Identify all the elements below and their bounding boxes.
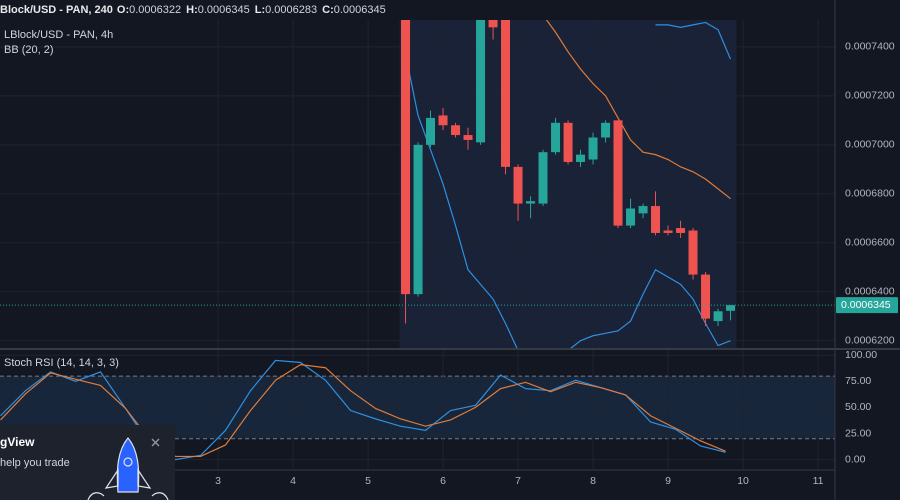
- rocket-smoke: [87, 492, 169, 500]
- last-price-label: 0.0006345: [841, 299, 891, 311]
- y-tick-label: 0.0006600: [845, 237, 895, 249]
- ohlc-label: L:: [255, 4, 265, 16]
- bollinger-line: [404, 54, 731, 348]
- x-tick-label: 10: [737, 475, 749, 487]
- candle-body: [726, 305, 736, 311]
- candle-body: [613, 120, 623, 226]
- candle-body: [563, 122, 573, 162]
- y-tick-label: 50.00: [845, 401, 871, 413]
- x-tick-label: 7: [515, 475, 521, 487]
- stoch-title: Stoch RSI (14, 14, 3, 3): [4, 357, 119, 369]
- candle-body: [538, 152, 548, 204]
- y-tick-label: 0.0006200: [845, 334, 895, 346]
- x-tick-label: 4: [290, 475, 296, 487]
- x-tick-label: 11: [813, 475, 824, 487]
- price-pane: [0, 20, 835, 348]
- candle-body: [426, 117, 436, 145]
- candle-body: [413, 144, 423, 295]
- rocket-icon: [87, 437, 169, 500]
- candle-body: [713, 311, 723, 322]
- x-tick-label: 5: [365, 475, 371, 487]
- ohlc-value: 0.0006322: [129, 4, 181, 16]
- symbol: Block/USD - PAN, 240: [0, 4, 113, 16]
- candle-body: [651, 206, 661, 233]
- rocket-window: [123, 457, 133, 467]
- bollinger-line: [655, 21, 732, 60]
- candle-body: [513, 166, 523, 204]
- popup-text: help you trade: [0, 457, 70, 469]
- rocket-body: [116, 437, 140, 493]
- candle-body: [526, 201, 536, 204]
- candle-body: [701, 274, 711, 319]
- candle-body: [576, 154, 586, 162]
- y-tick-label: 100.00: [845, 349, 877, 361]
- x-tick-label: 6: [440, 475, 446, 487]
- candle-body: [401, 20, 411, 295]
- ohlc-value: 0.0006283: [265, 4, 317, 16]
- popup[interactable]: gView help you trade: [0, 425, 175, 500]
- candle-body: [476, 20, 486, 143]
- y-tick-label: 0.0006400: [845, 285, 895, 297]
- x-tick-label: 3: [215, 475, 221, 487]
- candle-body: [488, 20, 498, 28]
- stoch-pane: [0, 359, 726, 461]
- y-tick-label: 0.0007400: [845, 41, 895, 53]
- close-icon: [151, 438, 160, 447]
- chart-title: LBlock/USD - PAN, 4h: [4, 29, 113, 41]
- y-tick-label: 25.00: [845, 427, 871, 439]
- x-tick-label: 8: [590, 475, 596, 487]
- rocket-fins: [104, 468, 152, 489]
- last-price-box: [836, 297, 898, 314]
- bollinger-line: [545, 20, 731, 200]
- ohlc-value: 0.0006345: [198, 4, 250, 16]
- candle-body: [438, 115, 448, 126]
- candle-body: [601, 122, 611, 138]
- indicator-label: BB (20, 2): [4, 44, 54, 56]
- y-tick-label: 0.0007000: [845, 139, 895, 151]
- candle-body: [463, 135, 473, 140]
- candle-body: [688, 230, 698, 275]
- bb-background: [399, 20, 737, 348]
- stoch-line: [0, 363, 726, 458]
- candle-body: [626, 208, 636, 226]
- x-tick-label: 9: [665, 475, 671, 487]
- header: Block/USD - PAN, 240 O:0.0006322 H:0.00063…: [0, 4, 386, 16]
- y-tick-label: 0.0007200: [845, 90, 895, 102]
- popup-title: gView: [0, 435, 35, 449]
- ohlc-label: C:: [322, 4, 334, 16]
- y-tick-label: 0.0006800: [845, 188, 895, 200]
- y-tick-label: 0.00: [845, 453, 866, 465]
- y-tick-label: 75.00: [845, 375, 871, 387]
- ohlc-value: 0.0006345: [334, 4, 386, 16]
- candle-body: [551, 122, 561, 153]
- candle-body: [501, 20, 511, 167]
- candle-body: [638, 206, 648, 214]
- ohlc-label: O:: [117, 4, 129, 16]
- candle-body: [676, 228, 686, 233]
- close-button[interactable]: [151, 438, 160, 447]
- candle-body: [451, 125, 461, 136]
- candle-body: [663, 230, 673, 233]
- candle-body: [588, 137, 598, 160]
- ohlc-label: H:: [186, 4, 198, 16]
